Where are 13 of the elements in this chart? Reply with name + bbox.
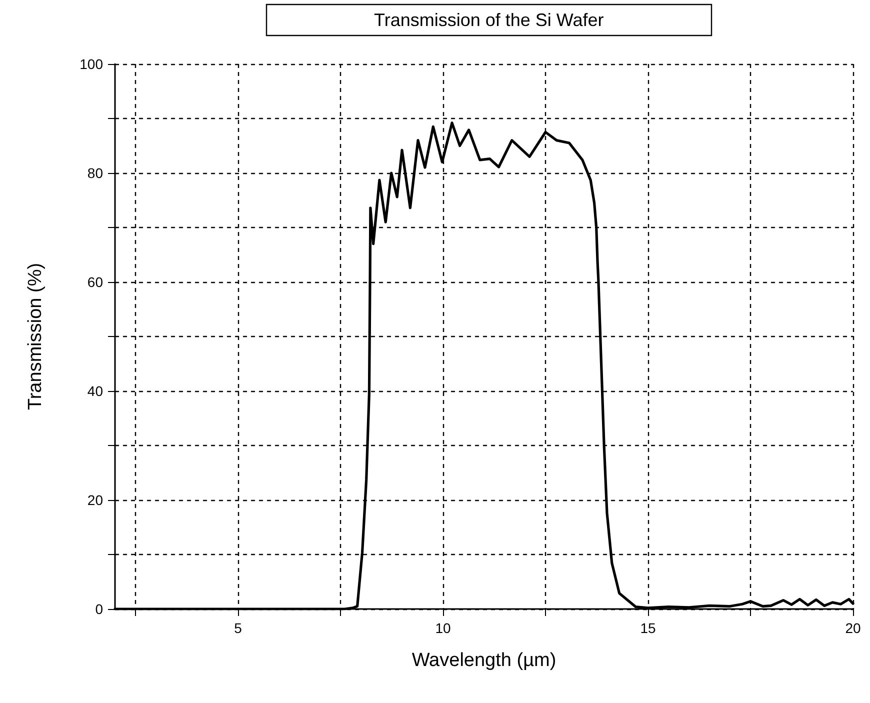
y-tick-label: 80 <box>87 165 104 181</box>
x-tick-label: 5 <box>234 620 242 636</box>
chart-title: Transmission of the Si Wafer <box>374 10 604 30</box>
x-axis-title: Wavelength (µm) <box>412 650 556 671</box>
x-tick-label: 20 <box>845 620 861 636</box>
y-tick-label: 40 <box>87 383 104 399</box>
y-tick-label: 20 <box>87 492 104 508</box>
y-axis-title: Transmission (%) <box>25 262 46 410</box>
y-tick-label: 100 <box>80 56 104 72</box>
x-tick-label: 10 <box>435 620 451 636</box>
x-tick-label: 15 <box>640 620 656 636</box>
y-tick-label: 60 <box>87 274 104 290</box>
y-tick-label: 0 <box>95 601 104 617</box>
